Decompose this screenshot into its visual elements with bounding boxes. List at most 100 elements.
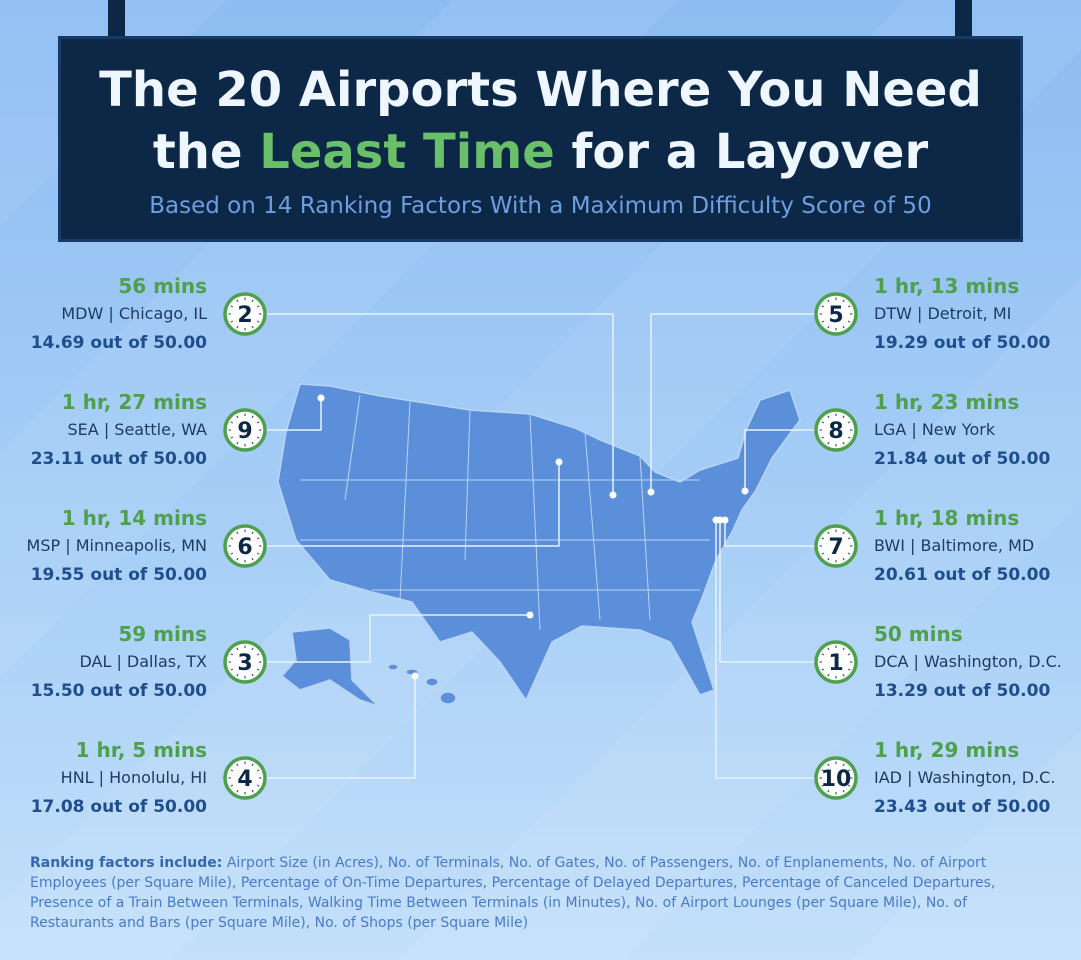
clock — [223, 524, 267, 568]
location-dot — [647, 488, 655, 496]
clock-tick — [251, 673, 254, 677]
clock-tick — [251, 789, 254, 793]
connector — [265, 398, 322, 431]
airport-name: MDW | Chicago, IL — [61, 304, 207, 323]
title-board: The 20 Airports Where You Need the Least… — [58, 36, 1023, 242]
airport-name: HNL | Honolulu, HI — [60, 768, 207, 787]
clock-tick — [847, 653, 851, 656]
clock-tick — [827, 647, 830, 651]
clock-tick — [230, 537, 234, 540]
connector — [744, 429, 816, 491]
clock-tick — [236, 557, 239, 561]
layover-time: 1 hr, 27 mins — [61, 390, 207, 414]
clock-tick — [827, 789, 830, 793]
clock-tick — [230, 552, 234, 555]
clock-tick — [230, 784, 234, 787]
clock-tick — [821, 305, 825, 308]
difficulty-score: 23.43 out of 50.00 — [874, 797, 1051, 817]
title: The 20 Airports Where You Need — [99, 62, 982, 118]
airport-entry: 1 hr, 5 mins HNL | Honolulu, HI 17.08 out … — [0, 738, 207, 817]
clock-tick — [821, 537, 825, 540]
location-dot — [741, 487, 749, 495]
layover-time: 1 hr, 14 mins — [61, 506, 207, 530]
clock-tick — [842, 441, 845, 445]
clock-tick — [821, 668, 825, 671]
airport-entry: 1 hr, 14 mins MSP | Minneapolis, MN 19.55 … — [0, 506, 207, 585]
airport-name: SEA | Seattle, WA — [67, 420, 207, 439]
clock-tick — [251, 647, 254, 651]
clock-tick — [821, 552, 825, 555]
clock-tick — [827, 531, 830, 535]
clock-tick — [230, 436, 234, 439]
connector — [650, 313, 816, 492]
airport-entry: 1 hr, 27 mins SEA | Seattle, WA 23.11 out … — [0, 390, 207, 469]
location-dot — [526, 611, 534, 619]
clock-tick — [821, 421, 825, 424]
location-dot — [317, 394, 325, 402]
clock-tick — [236, 299, 239, 303]
state-lines — [300, 394, 710, 631]
footer-text: Airport Size (in Acres), No. of Terminal… — [30, 855, 996, 931]
connector — [715, 520, 816, 779]
clock-tick — [236, 763, 239, 767]
connector — [265, 614, 530, 663]
rank: 5 — [828, 303, 843, 328]
clock-tick — [847, 552, 851, 555]
layover-time: 56 mins — [118, 274, 207, 298]
clock-tick — [230, 653, 234, 656]
clock-tick — [251, 531, 254, 535]
clock-tick — [251, 299, 254, 303]
clock-tick — [842, 325, 845, 329]
clock-tick — [821, 769, 825, 772]
clock — [223, 408, 267, 452]
clock-tick — [827, 325, 830, 329]
title: the Least Time for a Layover — [61, 121, 1020, 183]
clock-tick — [256, 552, 260, 555]
location-dot — [555, 458, 563, 466]
clock-tick — [251, 325, 254, 329]
clock — [814, 756, 858, 800]
difficulty-score: 15.50 out of 50.00 — [30, 681, 207, 701]
airport-name: DAL | Dallas, TX — [79, 652, 207, 671]
connectors — [265, 313, 816, 779]
clock-tick — [236, 415, 239, 419]
clock-tick — [236, 647, 239, 651]
subtitle: Based on 14 Ranking Factors With a Maxim… — [149, 193, 932, 219]
clock-tick — [847, 769, 851, 772]
clock-tick — [842, 531, 845, 535]
airport-entry: 56 mins MDW | Chicago, IL 14.69 out of 50.… — [0, 274, 207, 353]
title-part: the — [152, 124, 243, 180]
difficulty-score: 13.29 out of 50.00 — [874, 681, 1051, 701]
airport-name: MSP | Minneapolis, MN — [26, 536, 207, 555]
clock — [223, 292, 267, 336]
clock-tick — [842, 415, 845, 419]
rank: 4 — [237, 767, 252, 792]
clock-tick — [230, 668, 234, 671]
title-part: for a Layover — [571, 124, 929, 180]
rank: 2 — [237, 303, 252, 328]
post — [108, 0, 125, 40]
layover-time: 59 mins — [118, 622, 207, 646]
location-dot — [609, 491, 617, 499]
clock-tick — [827, 557, 830, 561]
clock-tick — [251, 763, 254, 767]
airport-entry: 1 hr, 18 mins BWI | Baltimore, MD 20.61 ou… — [874, 506, 1081, 585]
clock-tick — [230, 421, 234, 424]
layover-time: 1 hr, 13 mins — [874, 274, 1020, 298]
clock-tick — [236, 441, 239, 445]
clock-tick — [842, 789, 845, 793]
layover-time: 1 hr, 5 mins — [75, 738, 207, 762]
layover-time: 50 mins — [874, 622, 963, 646]
clock-tick — [847, 320, 851, 323]
clock-tick — [236, 531, 239, 535]
clock-tick — [847, 537, 851, 540]
clock-tick — [256, 784, 260, 787]
clock-tick — [827, 673, 830, 677]
clock-tick — [236, 325, 239, 329]
clock-tick — [842, 647, 845, 651]
clock — [814, 524, 858, 568]
clock-tick — [251, 415, 254, 419]
clock-tick — [230, 769, 234, 772]
clock-tick — [847, 421, 851, 424]
